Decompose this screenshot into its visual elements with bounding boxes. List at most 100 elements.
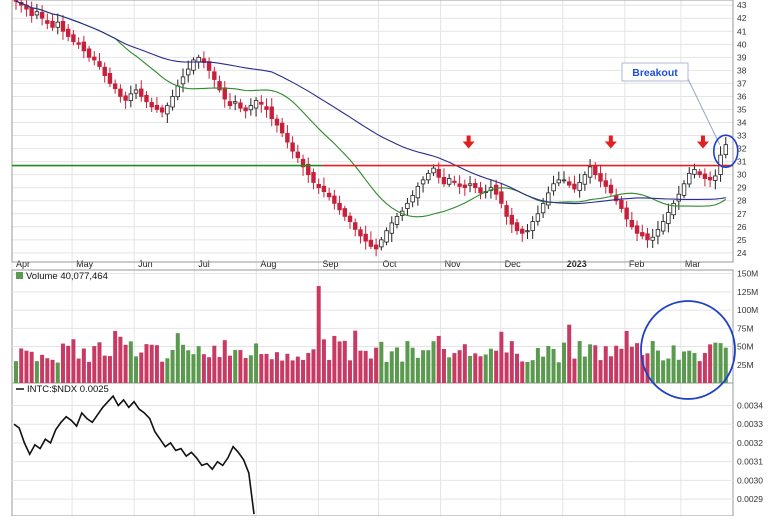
arrow-marker: [462, 141, 475, 149]
candle-body: [274, 118, 280, 126]
breakout-pointer: [687, 78, 721, 145]
x-axis-label: Aug: [260, 259, 276, 269]
candle-body: [551, 183, 556, 192]
price-tick-label: 26: [737, 222, 747, 232]
volume-bar: [144, 344, 149, 383]
volume-bar: [515, 353, 520, 383]
candle-body: [426, 172, 431, 181]
candle-body: [222, 87, 227, 100]
candle-body: [660, 221, 666, 232]
volume-bar: [295, 356, 300, 383]
x-axis-label: Apr: [16, 259, 30, 269]
volume-bar: [71, 339, 76, 383]
volume-bar: [577, 341, 582, 383]
volume-bar: [212, 345, 217, 383]
volume-bar: [431, 341, 436, 383]
candle-body: [572, 183, 577, 190]
candle-body: [645, 233, 650, 241]
price-tick-label: 35: [737, 104, 747, 114]
volume-bar: [619, 348, 624, 383]
volume-bar: [358, 350, 363, 383]
volume-tick-label: 100M: [737, 305, 758, 315]
volume-bar: [447, 357, 452, 383]
volume-bar: [415, 357, 420, 383]
volume-bar: [76, 358, 81, 383]
volume-bar: [337, 341, 342, 383]
ratio-tick-label: 0.0030: [737, 475, 763, 485]
volume-bar: [655, 350, 660, 383]
candle-body: [567, 181, 572, 186]
volume-bar: [400, 361, 405, 383]
ratio-label: INTC:$NDX 0.0025: [27, 384, 109, 395]
volume-bar: [134, 356, 139, 383]
volume-bar: [139, 352, 144, 383]
volume-bar: [227, 355, 232, 383]
volume-bar: [635, 343, 640, 383]
volume-bar: [274, 352, 279, 383]
volume-bar: [45, 358, 50, 383]
candle-body: [707, 176, 713, 181]
candle-body: [514, 222, 520, 232]
candle-body: [92, 56, 97, 61]
candle-body: [186, 68, 191, 76]
moving-average-line: [15, 0, 727, 218]
volume-bar: [389, 351, 394, 383]
candle-body: [243, 107, 248, 112]
price-tick-label: 36: [737, 91, 747, 101]
volume-bar: [624, 330, 629, 383]
volume-bar: [671, 345, 676, 383]
volume-bar: [19, 348, 24, 383]
candle-body: [624, 207, 629, 220]
candle-body: [530, 221, 535, 231]
volume-bar: [238, 350, 243, 383]
volume-bar: [645, 353, 650, 383]
candle-body: [13, 0, 19, 2]
candle-body: [306, 163, 311, 176]
volume-bar: [301, 359, 306, 383]
volume-bar: [582, 356, 587, 383]
volume-bar: [87, 361, 92, 383]
volume-tick-label: 125M: [737, 287, 758, 297]
volume-bar: [593, 345, 598, 383]
volume-bar: [102, 355, 107, 383]
volume-bar: [353, 330, 358, 383]
candle-body: [60, 21, 66, 32]
candle-body: [713, 175, 718, 181]
price-tick-label: 27: [737, 209, 747, 219]
candle-body: [629, 219, 635, 228]
volume-bar: [530, 360, 535, 383]
volume-bar: [572, 358, 577, 383]
volume-bar: [561, 342, 566, 383]
candle-body: [603, 180, 608, 187]
volume-bar: [311, 349, 316, 383]
x-axis-label: Mar: [685, 259, 701, 269]
candle-body: [253, 99, 259, 109]
breakout-circle: [712, 134, 739, 169]
candle-body: [493, 184, 499, 195]
price-tick-label: 28: [737, 196, 747, 206]
candle-body: [71, 34, 76, 43]
volume-bar: [546, 345, 551, 383]
volume-bar: [29, 351, 34, 383]
candle-body: [217, 81, 222, 91]
volume-bar: [154, 345, 159, 383]
candle-body: [441, 176, 447, 185]
candle-body: [384, 230, 389, 243]
candle-body: [582, 174, 588, 185]
volume-bar: [650, 341, 655, 383]
candle-body: [154, 104, 160, 110]
volume-bar: [254, 343, 259, 383]
volume-bar: [588, 344, 593, 383]
volume-bar: [60, 343, 65, 383]
price-tick-label: 42: [737, 13, 747, 23]
candle-body: [368, 239, 374, 247]
volume-bar: [107, 356, 112, 383]
candle-body: [248, 105, 254, 111]
volume-bar: [306, 353, 311, 383]
candle-body: [467, 183, 473, 186]
volume-bar: [608, 356, 613, 383]
candle-body: [452, 180, 457, 183]
candle-body: [687, 172, 692, 185]
volume-bar: [97, 342, 102, 383]
